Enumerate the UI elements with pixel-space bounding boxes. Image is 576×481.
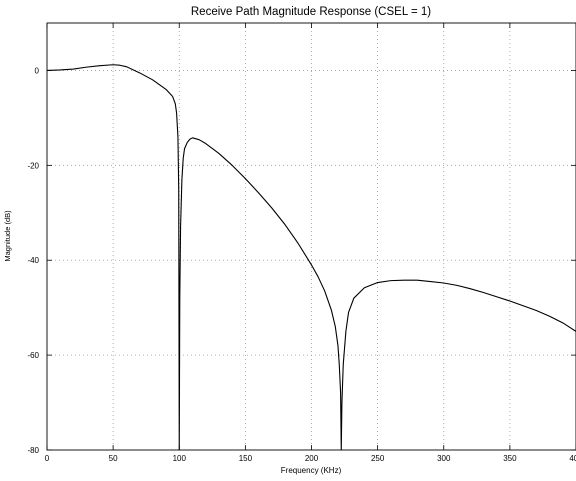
y-tick-label: -20 xyxy=(27,161,39,170)
x-tick-label: 300 xyxy=(437,454,451,463)
x-tick-label: 350 xyxy=(503,454,517,463)
x-tick-label: 0 xyxy=(45,454,50,463)
y-tick-label: -60 xyxy=(27,351,39,360)
series-line-0 xyxy=(46,64,576,451)
grid-layer xyxy=(47,23,576,450)
x-ticks-layer: 0 50 100 150 200 250 300 350 400 xyxy=(45,23,576,463)
x-tick-label: 50 xyxy=(109,454,118,463)
x-tick-label: 150 xyxy=(239,454,253,463)
x-tick-label: 100 xyxy=(173,454,187,463)
x-tick-label: 250 xyxy=(371,454,385,463)
y-tick-label: 0 xyxy=(35,66,40,75)
y-ticks-layer: 0 -20 -40 -60 -80 xyxy=(27,66,576,455)
y-axis-label: Magnitude (dB) xyxy=(3,210,12,262)
y-tick-label: -80 xyxy=(27,446,39,455)
line-layer xyxy=(46,64,576,451)
chart-title: Receive Path Magnitude Response (CSEL = … xyxy=(191,6,431,18)
x-tick-label: 400 xyxy=(569,454,576,463)
x-axis-label: Frequency (KHz) xyxy=(281,466,342,475)
x-tick-label: 200 xyxy=(305,454,319,463)
y-tick-label: -40 xyxy=(27,256,39,265)
